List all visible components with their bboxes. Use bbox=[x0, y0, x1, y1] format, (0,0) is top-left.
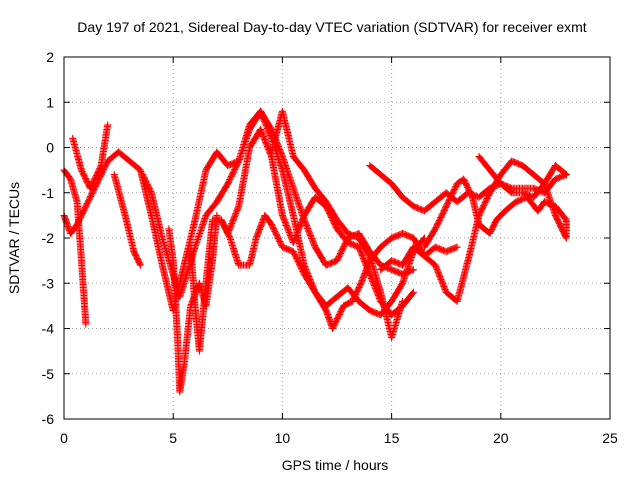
series-markers bbox=[475, 153, 570, 242]
series-track-3 bbox=[69, 121, 112, 192]
data-layer bbox=[60, 107, 570, 396]
y-tick-label: -1 bbox=[42, 185, 55, 201]
x-tick-label: 5 bbox=[169, 430, 177, 446]
x-tick-label: 10 bbox=[275, 430, 291, 446]
x-tick-label: 25 bbox=[602, 430, 618, 446]
y-axis-label: SDTVAR / TECUs bbox=[6, 182, 22, 294]
series-markers bbox=[139, 107, 428, 319]
series-track-5 bbox=[139, 107, 428, 319]
x-tick-label: 0 bbox=[60, 430, 68, 446]
series-track-13 bbox=[475, 153, 570, 242]
x-axis-label: GPS time / hours bbox=[282, 457, 389, 473]
tick-layer: 0 5 10 15 20 25 -6 -5 -4 -3 -2 -1 0 1 2 bbox=[42, 49, 618, 446]
y-tick-label: -6 bbox=[42, 411, 55, 427]
y-tick-label: -3 bbox=[42, 275, 55, 291]
series-markers bbox=[60, 166, 90, 328]
y-tick-label: -2 bbox=[42, 230, 55, 246]
series-track-1 bbox=[60, 166, 90, 328]
series-track-7 bbox=[187, 211, 461, 355]
y-tick-label: 2 bbox=[46, 49, 54, 65]
series-markers bbox=[268, 107, 406, 342]
series-markers bbox=[69, 121, 112, 192]
series-markers bbox=[420, 175, 570, 251]
series-track-12 bbox=[420, 175, 570, 251]
y-tick-label: -4 bbox=[42, 321, 55, 337]
series-track-9 bbox=[268, 107, 406, 342]
y-tick-label: -5 bbox=[42, 366, 55, 382]
y-tick-label: 0 bbox=[46, 140, 54, 156]
chart-title: Day 197 of 2021, Sidereal Day-to-day VTE… bbox=[77, 19, 586, 35]
x-tick-label: 20 bbox=[493, 430, 509, 446]
grid-layer bbox=[64, 57, 610, 419]
x-tick-label: 15 bbox=[384, 430, 400, 446]
series-markers bbox=[187, 211, 461, 355]
series-markers bbox=[110, 171, 144, 269]
y-tick-label: 1 bbox=[46, 94, 54, 110]
series-track-4 bbox=[110, 171, 144, 269]
